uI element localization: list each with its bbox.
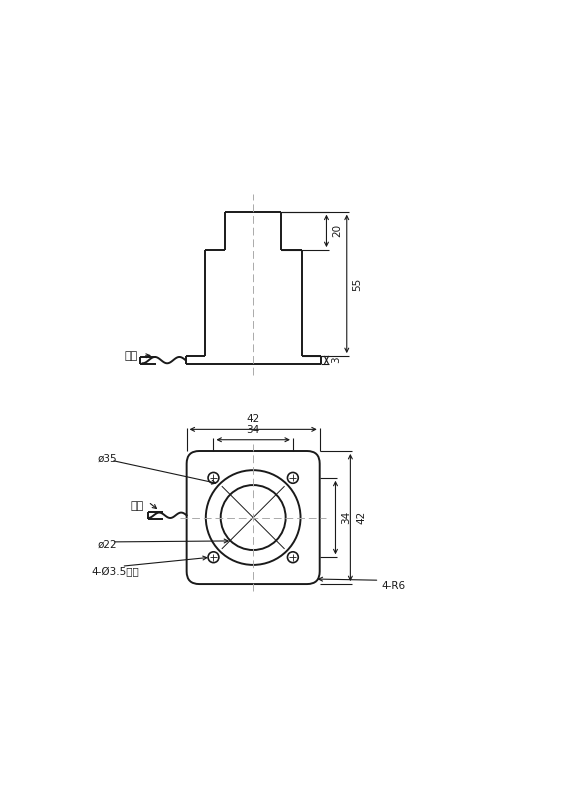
Text: 34: 34 bbox=[341, 511, 351, 524]
Text: 引线: 引线 bbox=[125, 351, 138, 361]
Text: 引线: 引线 bbox=[130, 501, 143, 511]
Text: 55: 55 bbox=[352, 277, 362, 290]
Text: 4-Ø3.5通孔: 4-Ø3.5通孔 bbox=[92, 567, 140, 576]
Text: ø22: ø22 bbox=[98, 539, 117, 550]
Text: ø35: ø35 bbox=[98, 454, 117, 464]
Text: 42: 42 bbox=[247, 414, 260, 424]
Text: 3: 3 bbox=[331, 357, 341, 364]
Text: 4-R6: 4-R6 bbox=[382, 581, 406, 591]
Text: 42: 42 bbox=[356, 511, 366, 524]
Text: 20: 20 bbox=[332, 224, 342, 238]
Text: 34: 34 bbox=[247, 426, 260, 435]
